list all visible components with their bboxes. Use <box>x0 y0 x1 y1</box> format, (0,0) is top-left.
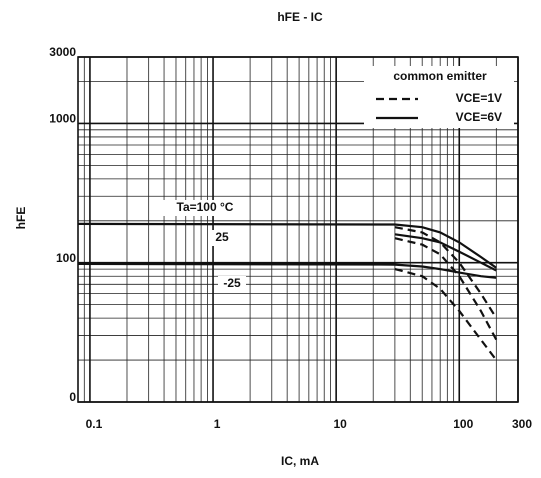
x-tick-label: 1 <box>214 417 221 431</box>
y-tick-label: 0 <box>69 390 76 404</box>
series-line <box>77 222 497 269</box>
x-tick-label: 10 <box>333 417 347 431</box>
series-line <box>394 226 498 319</box>
x-tick-label: 100 <box>453 417 473 431</box>
y-axis-label: hFE <box>14 207 28 230</box>
series-line <box>77 262 497 279</box>
x-tick-label: 0.1 <box>86 417 103 431</box>
annotation-bg <box>208 230 236 246</box>
annotation: 25 <box>215 230 229 244</box>
series-line <box>394 268 498 361</box>
legend-label: VCE=1V <box>456 91 502 105</box>
legend-title: common emitter <box>393 69 487 83</box>
annotation: -25 <box>223 276 241 290</box>
chart-title: hFE - IC <box>277 10 323 24</box>
x-axis-label: IC, mA <box>281 454 319 468</box>
x-tick-label: 300 <box>512 417 532 431</box>
legend-label: VCE=6V <box>456 110 502 124</box>
series-line <box>394 233 497 272</box>
annotation-bg <box>163 200 247 216</box>
annotation: Ta=100 °C <box>177 200 234 214</box>
y-tick-label: 1000 <box>49 112 76 126</box>
series-line <box>394 237 498 341</box>
y-tick-label: 3000 <box>49 45 76 59</box>
annotation-bg <box>218 276 246 292</box>
y-tick-label: 100 <box>56 251 76 265</box>
